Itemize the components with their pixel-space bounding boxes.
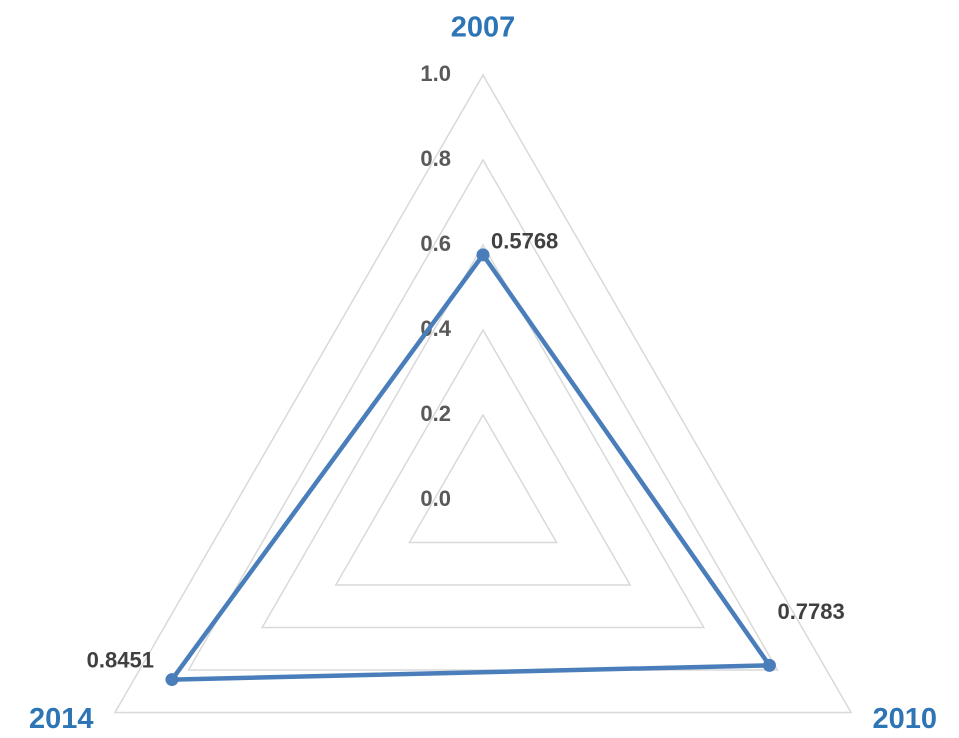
data-point bbox=[762, 658, 776, 672]
data-label: 0.8451 bbox=[87, 647, 154, 672]
r-tick-label: 0.6 bbox=[420, 231, 451, 256]
data-point bbox=[476, 248, 490, 262]
category-label: 2014 bbox=[29, 703, 94, 735]
grid-line bbox=[334, 328, 632, 586]
r-tick-label: 0.2 bbox=[420, 401, 451, 426]
category-label: 2007 bbox=[451, 12, 516, 44]
r-tick-label: 0.8 bbox=[420, 146, 451, 171]
grid-line bbox=[408, 413, 558, 544]
r-tick-label: 0.0 bbox=[420, 486, 451, 511]
grid-line bbox=[260, 243, 706, 629]
data-point bbox=[165, 673, 179, 687]
r-tick-label: 1.0 bbox=[420, 61, 451, 86]
series-line bbox=[169, 252, 772, 682]
grid-line bbox=[113, 73, 853, 714]
data-label: 0.7783 bbox=[777, 599, 844, 624]
category-label: 2010 bbox=[872, 703, 937, 735]
data-label: 0.5768 bbox=[491, 229, 558, 254]
